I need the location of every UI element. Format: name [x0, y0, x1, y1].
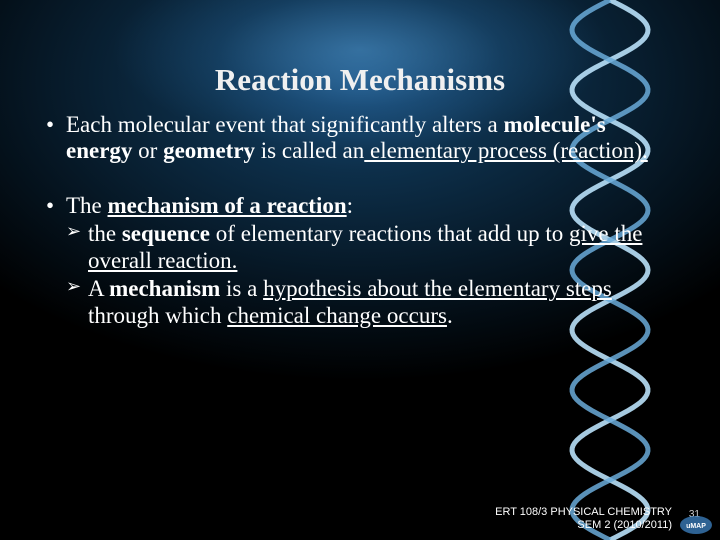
footer-line-2: SEM 2 (2010/2011) — [577, 519, 672, 531]
slide-title: Reaction Mechanisms — [0, 62, 720, 98]
text: Each molecular event that significantly … — [66, 112, 503, 137]
unimap-logo: uMAP — [678, 515, 714, 535]
bullet-1: Each molecular event that significantly … — [42, 112, 672, 165]
slide-footer: ERT 108/3 PHYSICAL CHEMISTRY SEM 2 (2010… — [495, 506, 672, 532]
bold-underline-text: mechanism of a reaction — [108, 193, 347, 218]
footer-line-1: ERT 108/3 PHYSICAL CHEMISTRY — [495, 506, 672, 518]
text: is called an — [255, 138, 364, 163]
text: The — [66, 193, 108, 218]
text: of elementary reactions that add up to — [210, 221, 569, 246]
sub-bullet-2: A mechanism is a hypothesis about the el… — [66, 276, 672, 329]
text: the — [88, 221, 122, 246]
text: or — [132, 138, 163, 163]
text: through which — [88, 303, 227, 328]
sub-bullet-1: the sequence of elementary reactions tha… — [66, 221, 672, 274]
text: is a — [220, 276, 263, 301]
underline-text: hypothesis about the elementary steps — [263, 276, 612, 301]
bold-text: sequence — [122, 221, 210, 246]
svg-text:uMAP: uMAP — [686, 523, 706, 530]
bold-text: geometry — [163, 138, 255, 163]
slide-content: Each molecular event that significantly … — [42, 112, 672, 331]
underline-text: chemical change occurs — [227, 303, 447, 328]
text: . — [447, 303, 453, 328]
text: A — [88, 276, 109, 301]
text: : — [347, 193, 353, 218]
underline-text: elementary process (reaction). — [364, 138, 648, 163]
bullet-2: The mechanism of a reaction: the sequenc… — [42, 193, 672, 329]
bold-text: mechanism — [109, 276, 220, 301]
